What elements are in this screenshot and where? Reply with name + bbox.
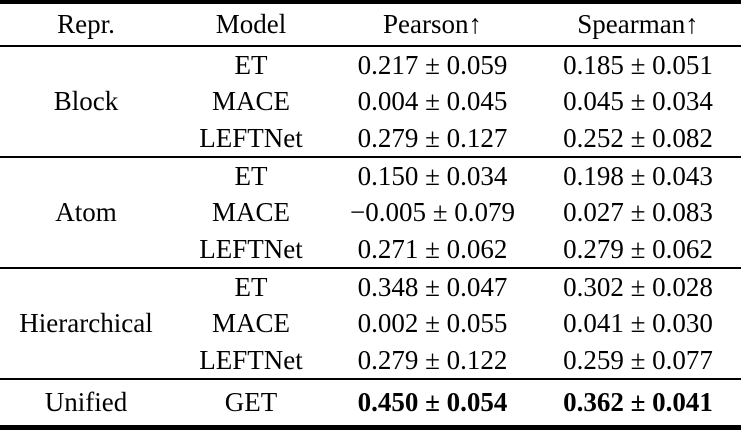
cell-model: LEFTNet xyxy=(199,122,303,153)
cell-pearson: 0.002 ± 0.055 xyxy=(357,308,508,338)
table-row: Hierarchical ET 0.348 ± 0.047 0.302 ± 0.… xyxy=(0,268,741,337)
cell-spearman: 0.185 ± 0.051 xyxy=(563,49,713,80)
group-atom: Atom ET 0.150 ± 0.034 0.198 ± 0.043 MACE… xyxy=(0,157,741,268)
cell-pearson: 0.271 ± 0.062 xyxy=(357,233,508,264)
table-row: LEFTNet 0.279 ± 0.122 0.259 ± 0.077 xyxy=(0,342,741,379)
cell-pearson: 0.150 ± 0.034 xyxy=(357,160,508,191)
cell-pearson: 0.279 ± 0.122 xyxy=(357,344,508,375)
cell-model: MACE xyxy=(211,308,290,338)
cell-spearman: 0.252 ± 0.082 xyxy=(563,122,713,153)
repr-label-atom: Atom xyxy=(55,197,117,227)
cell-spearman: 0.362 ± 0.041 xyxy=(563,386,713,417)
group-unified: Unified GET 0.450 ± 0.054 0.362 ± 0.041 xyxy=(0,379,741,427)
cell-pearson: −0.005 ± 0.079 xyxy=(349,197,516,227)
cell-spearman: 0.259 ± 0.077 xyxy=(563,344,713,375)
table-row: MACE −0.005 ± 0.079 0.027 ± 0.083 xyxy=(0,194,741,231)
results-table: Repr. Model Pearson↑ Spearman↑ Block ET … xyxy=(0,0,741,430)
repr-label-block: Block xyxy=(53,86,119,116)
table-row: Block ET 0.217 ± 0.059 0.185 ± 0.051 xyxy=(0,46,741,115)
cell-spearman: 0.045 ± 0.034 xyxy=(563,86,713,116)
header-spearman: Spearman↑ xyxy=(577,9,699,39)
cell-model: GET xyxy=(224,386,278,417)
cell-model: LEFTNet xyxy=(199,344,303,375)
cell-spearman: 0.198 ± 0.043 xyxy=(563,160,713,191)
repr-label-unified: Unified xyxy=(44,386,128,417)
table-header: Repr. Model Pearson↑ Spearman↑ xyxy=(0,2,741,46)
header-model: Model xyxy=(215,9,287,39)
table-row: LEFTNet 0.279 ± 0.127 0.252 ± 0.082 xyxy=(0,120,741,157)
header-row: Repr. Model Pearson↑ Spearman↑ xyxy=(0,2,741,46)
cell-pearson: 0.450 ± 0.054 xyxy=(357,386,508,417)
cell-spearman: 0.041 ± 0.030 xyxy=(563,308,713,338)
group-hierarchical: Hierarchical ET 0.348 ± 0.047 0.302 ± 0.… xyxy=(0,268,741,379)
table-row: LEFTNet 0.271 ± 0.062 0.279 ± 0.062 xyxy=(0,231,741,268)
cell-model: LEFTNet xyxy=(199,233,303,264)
header-repr: Repr. xyxy=(57,9,115,39)
table-row: Unified GET 0.450 ± 0.054 0.362 ± 0.041 xyxy=(0,379,741,427)
cell-pearson: 0.217 ± 0.059 xyxy=(357,49,508,80)
cell-pearson: 0.279 ± 0.127 xyxy=(357,122,508,153)
cell-pearson: 0.348 ± 0.047 xyxy=(357,271,508,302)
repr-label-hierarchical: Hierarchical xyxy=(19,308,153,338)
cell-model: ET xyxy=(234,160,268,191)
cell-spearman: 0.302 ± 0.028 xyxy=(563,271,713,302)
header-pearson: Pearson↑ xyxy=(383,9,482,39)
table-row: MACE 0.002 ± 0.055 0.041 ± 0.030 xyxy=(0,305,741,342)
cell-pearson: 0.004 ± 0.045 xyxy=(357,86,508,116)
cell-model: ET xyxy=(234,271,268,302)
cell-model: MACE xyxy=(211,197,290,227)
table-row: Atom ET 0.150 ± 0.034 0.198 ± 0.043 xyxy=(0,157,741,226)
group-block: Block ET 0.217 ± 0.059 0.185 ± 0.051 MAC… xyxy=(0,46,741,157)
cell-model: ET xyxy=(234,49,268,80)
cell-spearman: 0.279 ± 0.062 xyxy=(563,233,713,264)
cell-model: MACE xyxy=(211,86,290,116)
table-row: MACE 0.004 ± 0.045 0.045 ± 0.034 xyxy=(0,83,741,120)
cell-spearman: 0.027 ± 0.083 xyxy=(563,197,713,227)
